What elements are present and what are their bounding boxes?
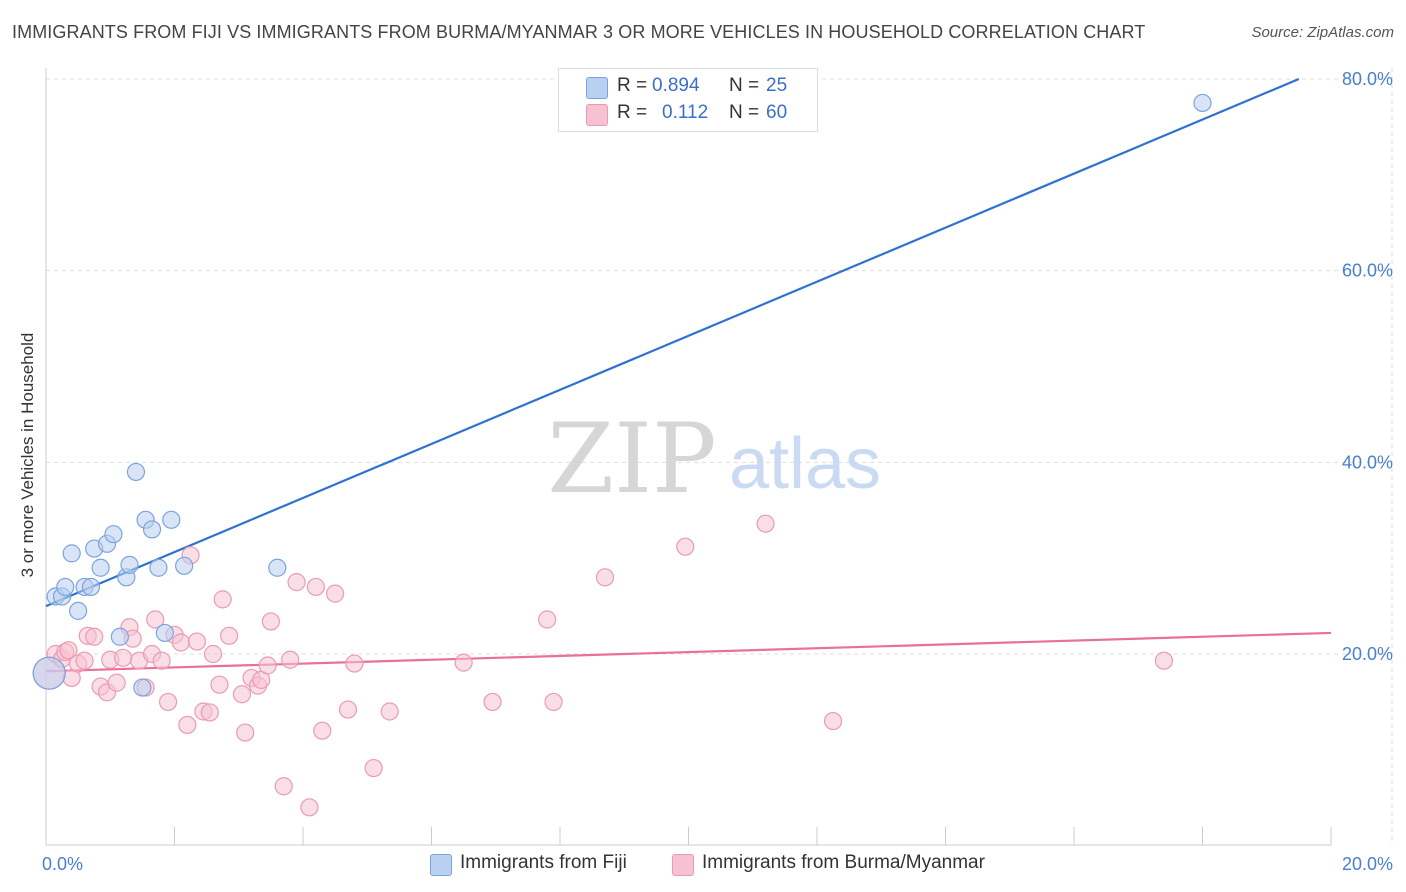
burma-n-value: 60 [766,102,788,123]
fiji-point-22 [175,556,194,575]
fiji-point-0 [32,656,66,690]
burma-point-49 [345,654,364,673]
burma-point-56 [595,568,615,587]
fiji-point-20 [155,623,174,643]
stats-legend: R = 0.894 N = 25 R = 0.112 N = 60 [558,68,818,132]
burma-point-58 [756,514,775,533]
burma-point-33 [220,626,239,645]
source-credit: Source: ZipAtlas.com [1251,24,1394,41]
legend-fiji-swatch [430,854,452,876]
burma-point-9 [85,627,104,646]
y-axis-title: 3 or more Vehicles in Household [18,332,37,578]
fiji-point-21 [162,510,181,529]
burma-point-55 [544,692,563,712]
burma-point-31 [210,675,229,694]
burma-point-34 [232,685,252,704]
data-points [32,93,1212,817]
burma-point-45 [306,577,325,597]
burma-point-35 [236,723,255,742]
fiji-point-16 [133,678,152,697]
burma-point-60 [1154,651,1174,670]
y-tick-label-40: 40.0% [1342,452,1393,472]
legend-burma-label: Immigrants from Burma/Myanmar [702,852,985,873]
fiji-point-11 [104,525,123,544]
burma-point-47 [326,584,345,603]
watermark: ZIP atlas [547,403,881,515]
fiji-point-9 [91,558,110,577]
burma-point-53 [483,692,502,712]
legend-burma-swatch [672,854,694,876]
axes [45,68,1332,846]
x-tick-label-20: 20.0% [1342,854,1393,874]
burma-point-32 [213,590,232,609]
burma-point-54 [538,610,557,629]
legend-fiji-label: Immigrants from Fiji [460,852,627,873]
burma-r-label: R = [617,102,648,123]
trend-lines [45,77,1332,673]
burma-point-24 [171,633,191,652]
burma-point-41 [274,777,293,796]
burma-point-39 [258,656,277,675]
burma-point-4 [59,641,78,660]
fiji-swatch [586,77,608,99]
fiji-point-14 [120,555,139,574]
fiji-point-19 [149,558,168,577]
burma-point-7 [75,651,94,670]
fiji-r-value: 0.894 [652,75,700,96]
legend-row-fiji: R = 0.894 N = 25 [559,74,817,100]
tick-labels: 20.0% 40.0% 60.0% 80.0% 0.0% 20.0% [42,69,1393,874]
burma-point-20 [146,610,165,629]
fiji-trend-line [45,77,1300,608]
burma-point-25 [178,715,197,735]
fiji-point-12 [110,627,129,646]
burma-point-29 [200,703,219,722]
burma-point-22 [158,692,178,712]
legend-row-burma: R = 0.112 N = 60 [559,101,817,127]
fiji-point-23 [268,558,287,577]
burma-point-42 [281,650,300,669]
burma-point-52 [454,653,473,672]
fiji-point-7 [81,577,101,597]
burma-point-40 [261,612,280,631]
burma-point-14 [113,648,133,667]
fiji-n-value: 25 [766,75,788,96]
burma-point-48 [338,700,358,719]
burma-point-13 [107,673,126,692]
burma-swatch [586,104,608,126]
burma-n-label: N = [729,102,760,123]
burma-point-30 [203,644,223,664]
x-tick-label-0: 0.0% [42,854,83,874]
burma-point-51 [380,702,399,721]
fiji-r-label: R = [617,75,648,96]
burma-point-46 [313,721,332,740]
burma-point-50 [364,758,383,778]
burma-r-value: 0.112 [662,102,709,123]
watermark-atlas: atlas [729,424,881,504]
y-tick-label-60: 60.0% [1342,261,1393,281]
y-tick-label-20: 20.0% [1342,644,1393,664]
burma-point-44 [300,798,319,817]
burma-point-59 [823,711,843,731]
fiji-n-label: N = [729,75,760,96]
fiji-point-15 [126,462,146,482]
fiji-point-24 [1193,93,1212,113]
fiji-point-4 [62,544,81,563]
y-tick-label-80: 80.0% [1342,69,1393,89]
burma-trend-line [45,631,1332,673]
watermark-zip: ZIP [547,403,716,515]
burma-point-21 [152,651,171,670]
chart-title: IMMIGRANTS FROM FIJI VS IMMIGRANTS FROM … [12,22,1146,42]
fiji-point-3 [56,577,75,597]
burma-point-27 [187,632,207,651]
burma-point-43 [287,573,306,592]
fiji-point-18 [142,520,162,539]
burma-point-57 [676,537,695,556]
fiji-point-5 [69,601,88,620]
